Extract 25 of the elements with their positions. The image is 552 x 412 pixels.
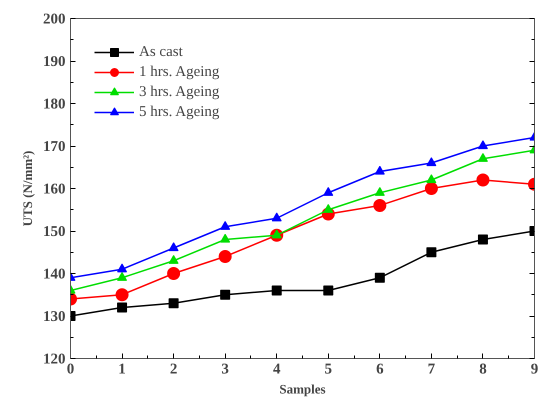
legend-label: 1 hrs. Ageing (139, 64, 220, 80)
x-tick-label: 9 (530, 362, 538, 378)
y-tick-label: 170 (43, 139, 66, 155)
x-tick-label: 4 (272, 362, 281, 378)
y-tick-label: 140 (43, 266, 66, 282)
x-tick-label: 3 (221, 362, 229, 378)
legend-label: 3 hrs. Ageing (139, 84, 220, 100)
x-tick-label: 6 (376, 362, 384, 378)
y-tick-label: 190 (43, 54, 66, 70)
y-tick-label: 200 (43, 12, 66, 28)
x-tick-label: 2 (170, 362, 178, 378)
y-tick-label: 150 (43, 224, 66, 240)
y-tick-label: 160 (43, 182, 66, 198)
x-tick-label: 0 (66, 362, 74, 378)
y-tick-label: 180 (43, 96, 66, 112)
legend-label: 5 hrs. Ageing (139, 104, 220, 120)
y-tick-label: 120 (43, 352, 66, 368)
x-tick-label: 7 (428, 362, 436, 378)
y-tick-label: 130 (43, 309, 66, 325)
x-tick-label: 5 (324, 362, 332, 378)
x-tick-label: 8 (479, 362, 487, 378)
x-tick-label: 1 (118, 362, 126, 378)
y-axis-title: UTS (N/mm²) (20, 150, 35, 226)
legend-label: As cast (139, 44, 183, 60)
x-axis-title: Samples (279, 382, 326, 396)
